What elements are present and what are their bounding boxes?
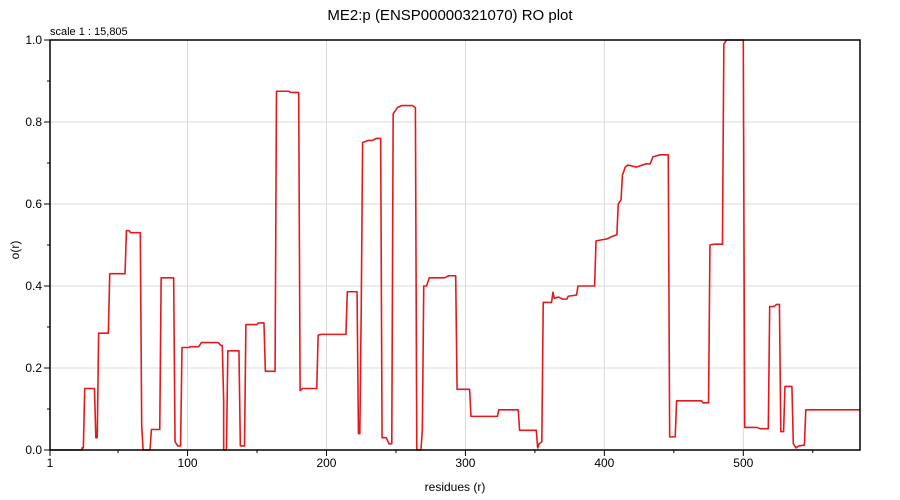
x-tick-label: 100 [178,456,198,470]
y-axis-label: o(r) [8,241,22,260]
x-tick-label: 1 [47,456,54,470]
series-layer [50,39,860,451]
x-tick-label: 300 [455,456,475,470]
y-tick-label: 0.8 [25,115,42,129]
grid-lines [50,39,860,450]
chart-title: ME2:p (ENSP00000321070) RO plot [327,7,573,24]
y-tick-label: 0.6 [25,197,42,211]
y-tick-label: 0.0 [25,443,42,457]
scale-label: scale 1 : 15,805 [50,26,128,38]
plot-frame [49,39,861,451]
x-tick-label: 400 [594,456,614,470]
y-tick-label: 0.2 [25,361,42,375]
ro-series-line [50,39,860,451]
x-tick-label: 500 [733,456,753,470]
x-axis-label: residues (r) [425,480,486,494]
y-tick-label: 0.4 [25,279,42,293]
x-tick-label: 200 [316,456,336,470]
y-tick-label: 1.0 [25,33,42,47]
axis-ticks: 1 100 200 300 400 500 0.0 0.2 0.4 0.6 0.8 1.0 [25,33,814,470]
